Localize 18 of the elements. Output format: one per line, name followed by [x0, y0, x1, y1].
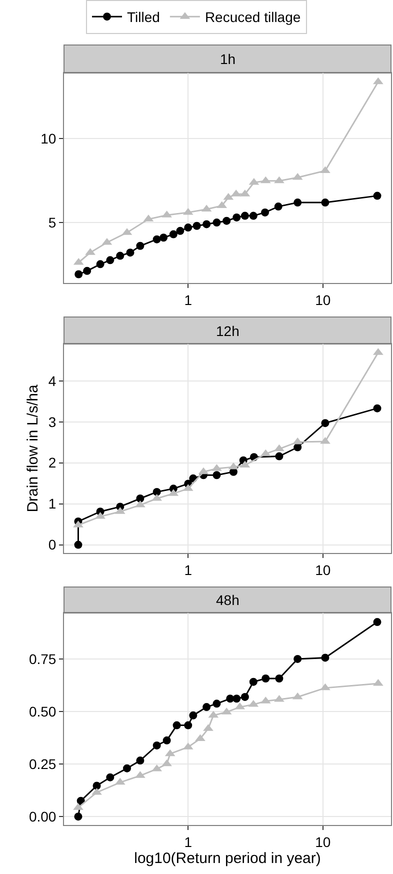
y-tick-label: 2 [48, 454, 56, 471]
y-tick-label: 4 [48, 372, 56, 389]
y-tick-label: 0 [48, 536, 56, 553]
legend-label: Tilled [127, 9, 160, 26]
chart-title: 48h [216, 592, 240, 608]
y-tick-label: 0.50 [28, 704, 56, 720]
y-tick-label: 3 [48, 414, 56, 430]
legend-label: Recuced tillage [204, 9, 301, 26]
y-tick-label: 1 [48, 496, 56, 512]
chart-title: 12h [216, 323, 240, 339]
y-tick-label: 0.25 [28, 756, 56, 772]
y-tick-label: 0.75 [28, 651, 56, 668]
y-tick-label: 5 [48, 214, 56, 230]
y-tick-label: 10 [40, 130, 56, 146]
chart-title: 1h [220, 51, 236, 67]
x-axis-title: log10(Return period in year) [134, 850, 321, 867]
y-axis-title: Drain flow in L/s/ha [24, 384, 42, 512]
y-tick-label: 0.00 [28, 808, 56, 824]
